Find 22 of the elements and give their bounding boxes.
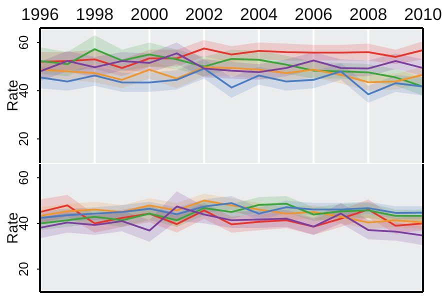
line-series	[40, 52, 423, 74]
line-series	[40, 204, 423, 228]
line-series	[40, 202, 423, 219]
line-series	[40, 206, 423, 236]
y-tick-label: 40	[16, 216, 31, 231]
line-series	[40, 48, 423, 69]
x-tick-label: 2006	[294, 5, 332, 24]
x-tick-label: 2010	[404, 5, 442, 24]
line-series	[40, 48, 423, 88]
y-tick-label: 20	[16, 132, 31, 146]
line-series	[40, 68, 423, 96]
y-tick-label: 60	[16, 35, 31, 50]
y-tick-label: 40	[16, 83, 31, 98]
x-tick-label: 2008	[349, 5, 388, 24]
line-series	[40, 66, 423, 84]
x-tick-label: 2000	[130, 5, 168, 24]
y-tick-label: 60	[16, 170, 31, 185]
y-tick-label: 20	[16, 262, 31, 276]
x-tick-label: 2004	[240, 5, 278, 24]
x-tick-label: 2002	[185, 5, 224, 24]
x-tick-label: 1996	[21, 5, 59, 24]
x-tick-label: 1998	[76, 5, 114, 24]
